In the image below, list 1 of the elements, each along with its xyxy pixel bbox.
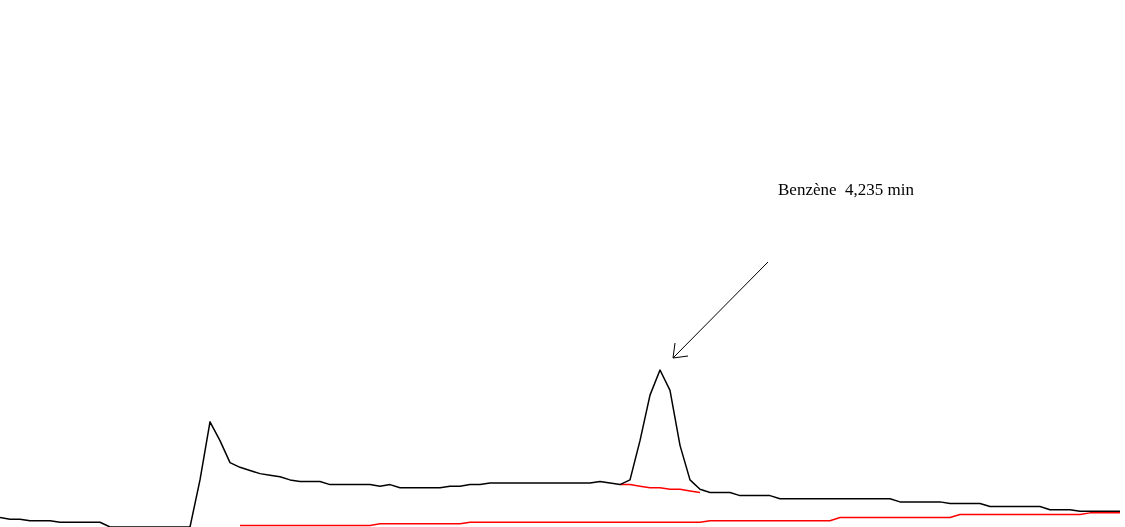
text: Benzène 4,235 min bbox=[778, 180, 915, 199]
